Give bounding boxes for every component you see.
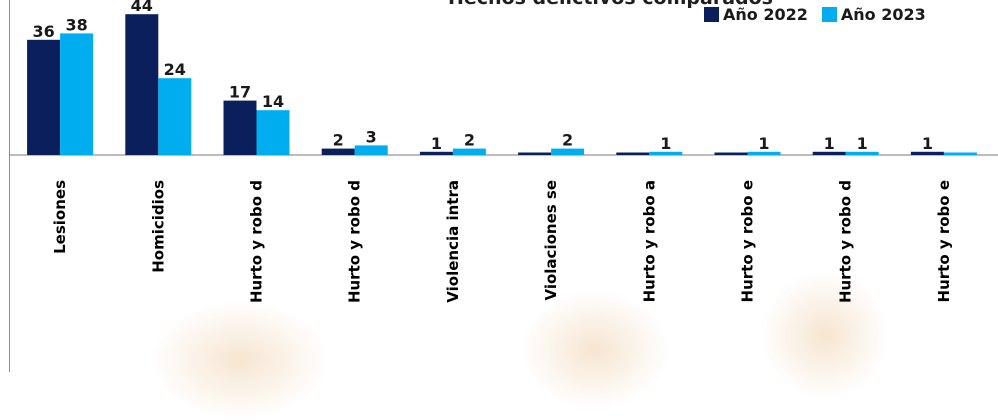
legend-label-2022: Año 2022 xyxy=(723,5,808,24)
bar-2023-8 xyxy=(845,151,879,155)
bar-2022-7 xyxy=(714,152,748,155)
bar-2023-5 xyxy=(551,148,585,155)
data-label-2023-6: 1 xyxy=(660,134,671,153)
data-label-2022-9: 1 xyxy=(922,134,933,153)
bar-2022-8 xyxy=(812,151,846,155)
bar-2023-1 xyxy=(158,78,192,155)
bar-2022-1 xyxy=(125,14,159,156)
data-label-2023-5: 2 xyxy=(562,131,573,150)
category-label-4: Violencia intra xyxy=(444,180,462,303)
data-label-2022-0: 36 xyxy=(32,22,54,41)
bar-2023-4 xyxy=(452,148,486,155)
data-label-2022-2: 17 xyxy=(229,83,251,102)
category-label-9: Hurto y robo e xyxy=(935,180,953,302)
legend-item-2022: Año 2022 xyxy=(704,5,808,24)
category-label-7: Hurto y robo e xyxy=(739,180,757,302)
legend: Año 2022 Año 2023 xyxy=(704,5,934,24)
category-label-1: Homicidios xyxy=(149,180,167,273)
data-label-2023-2: 14 xyxy=(262,92,284,111)
data-label-2023-3: 3 xyxy=(366,127,377,146)
data-label-2022-4: 1 xyxy=(431,134,442,153)
bar-2023-0 xyxy=(60,33,94,155)
bar-2023-7 xyxy=(747,151,781,155)
data-label-2023-0: 38 xyxy=(65,15,87,34)
bar-2022-5 xyxy=(518,152,552,155)
category-label-5: Violaciones se xyxy=(542,180,560,301)
data-label-2022-8: 1 xyxy=(824,134,835,153)
category-label-3: Hurto y robo d xyxy=(346,180,364,303)
legend-swatch-2023 xyxy=(821,7,837,22)
data-label-2022-3: 2 xyxy=(333,131,344,150)
bar-chart: 36 38 Lesiones 44 24 Homicidios 17 14 Hurto y ro… xyxy=(10,0,998,303)
data-label-2022-1: 44 xyxy=(131,0,153,15)
data-label-2023-4: 2 xyxy=(464,131,475,150)
legend-item-2023: Año 2023 xyxy=(821,5,926,24)
legend-label-2023: Año 2023 xyxy=(840,5,926,24)
bar-2023-6 xyxy=(649,151,683,155)
category-label-2: Hurto y robo d xyxy=(248,180,266,303)
category-label-8: Hurto y robo d xyxy=(837,180,855,303)
category-label-6: Hurto y robo a xyxy=(640,180,658,302)
bar-2022-6 xyxy=(616,152,650,155)
bar-2022-3 xyxy=(321,148,355,155)
bar-2022-2 xyxy=(223,100,257,155)
data-label-2023-7: 1 xyxy=(758,134,769,153)
legend-swatch-2022 xyxy=(704,7,719,22)
bar-2022-4 xyxy=(419,151,453,155)
data-label-2023-8: 1 xyxy=(857,134,868,153)
bar-2023-2 xyxy=(256,110,290,155)
bar-2022-9 xyxy=(910,151,944,155)
data-label-2023-1: 24 xyxy=(164,60,186,79)
category-label-0: Lesiones xyxy=(51,180,69,254)
bar-2023-9 xyxy=(943,152,977,155)
bar-2022-0 xyxy=(27,39,61,155)
chart-frame-left xyxy=(9,0,10,372)
chart-title: Hechos delictivos comparados xyxy=(448,0,773,9)
bar-2023-3 xyxy=(354,145,388,155)
